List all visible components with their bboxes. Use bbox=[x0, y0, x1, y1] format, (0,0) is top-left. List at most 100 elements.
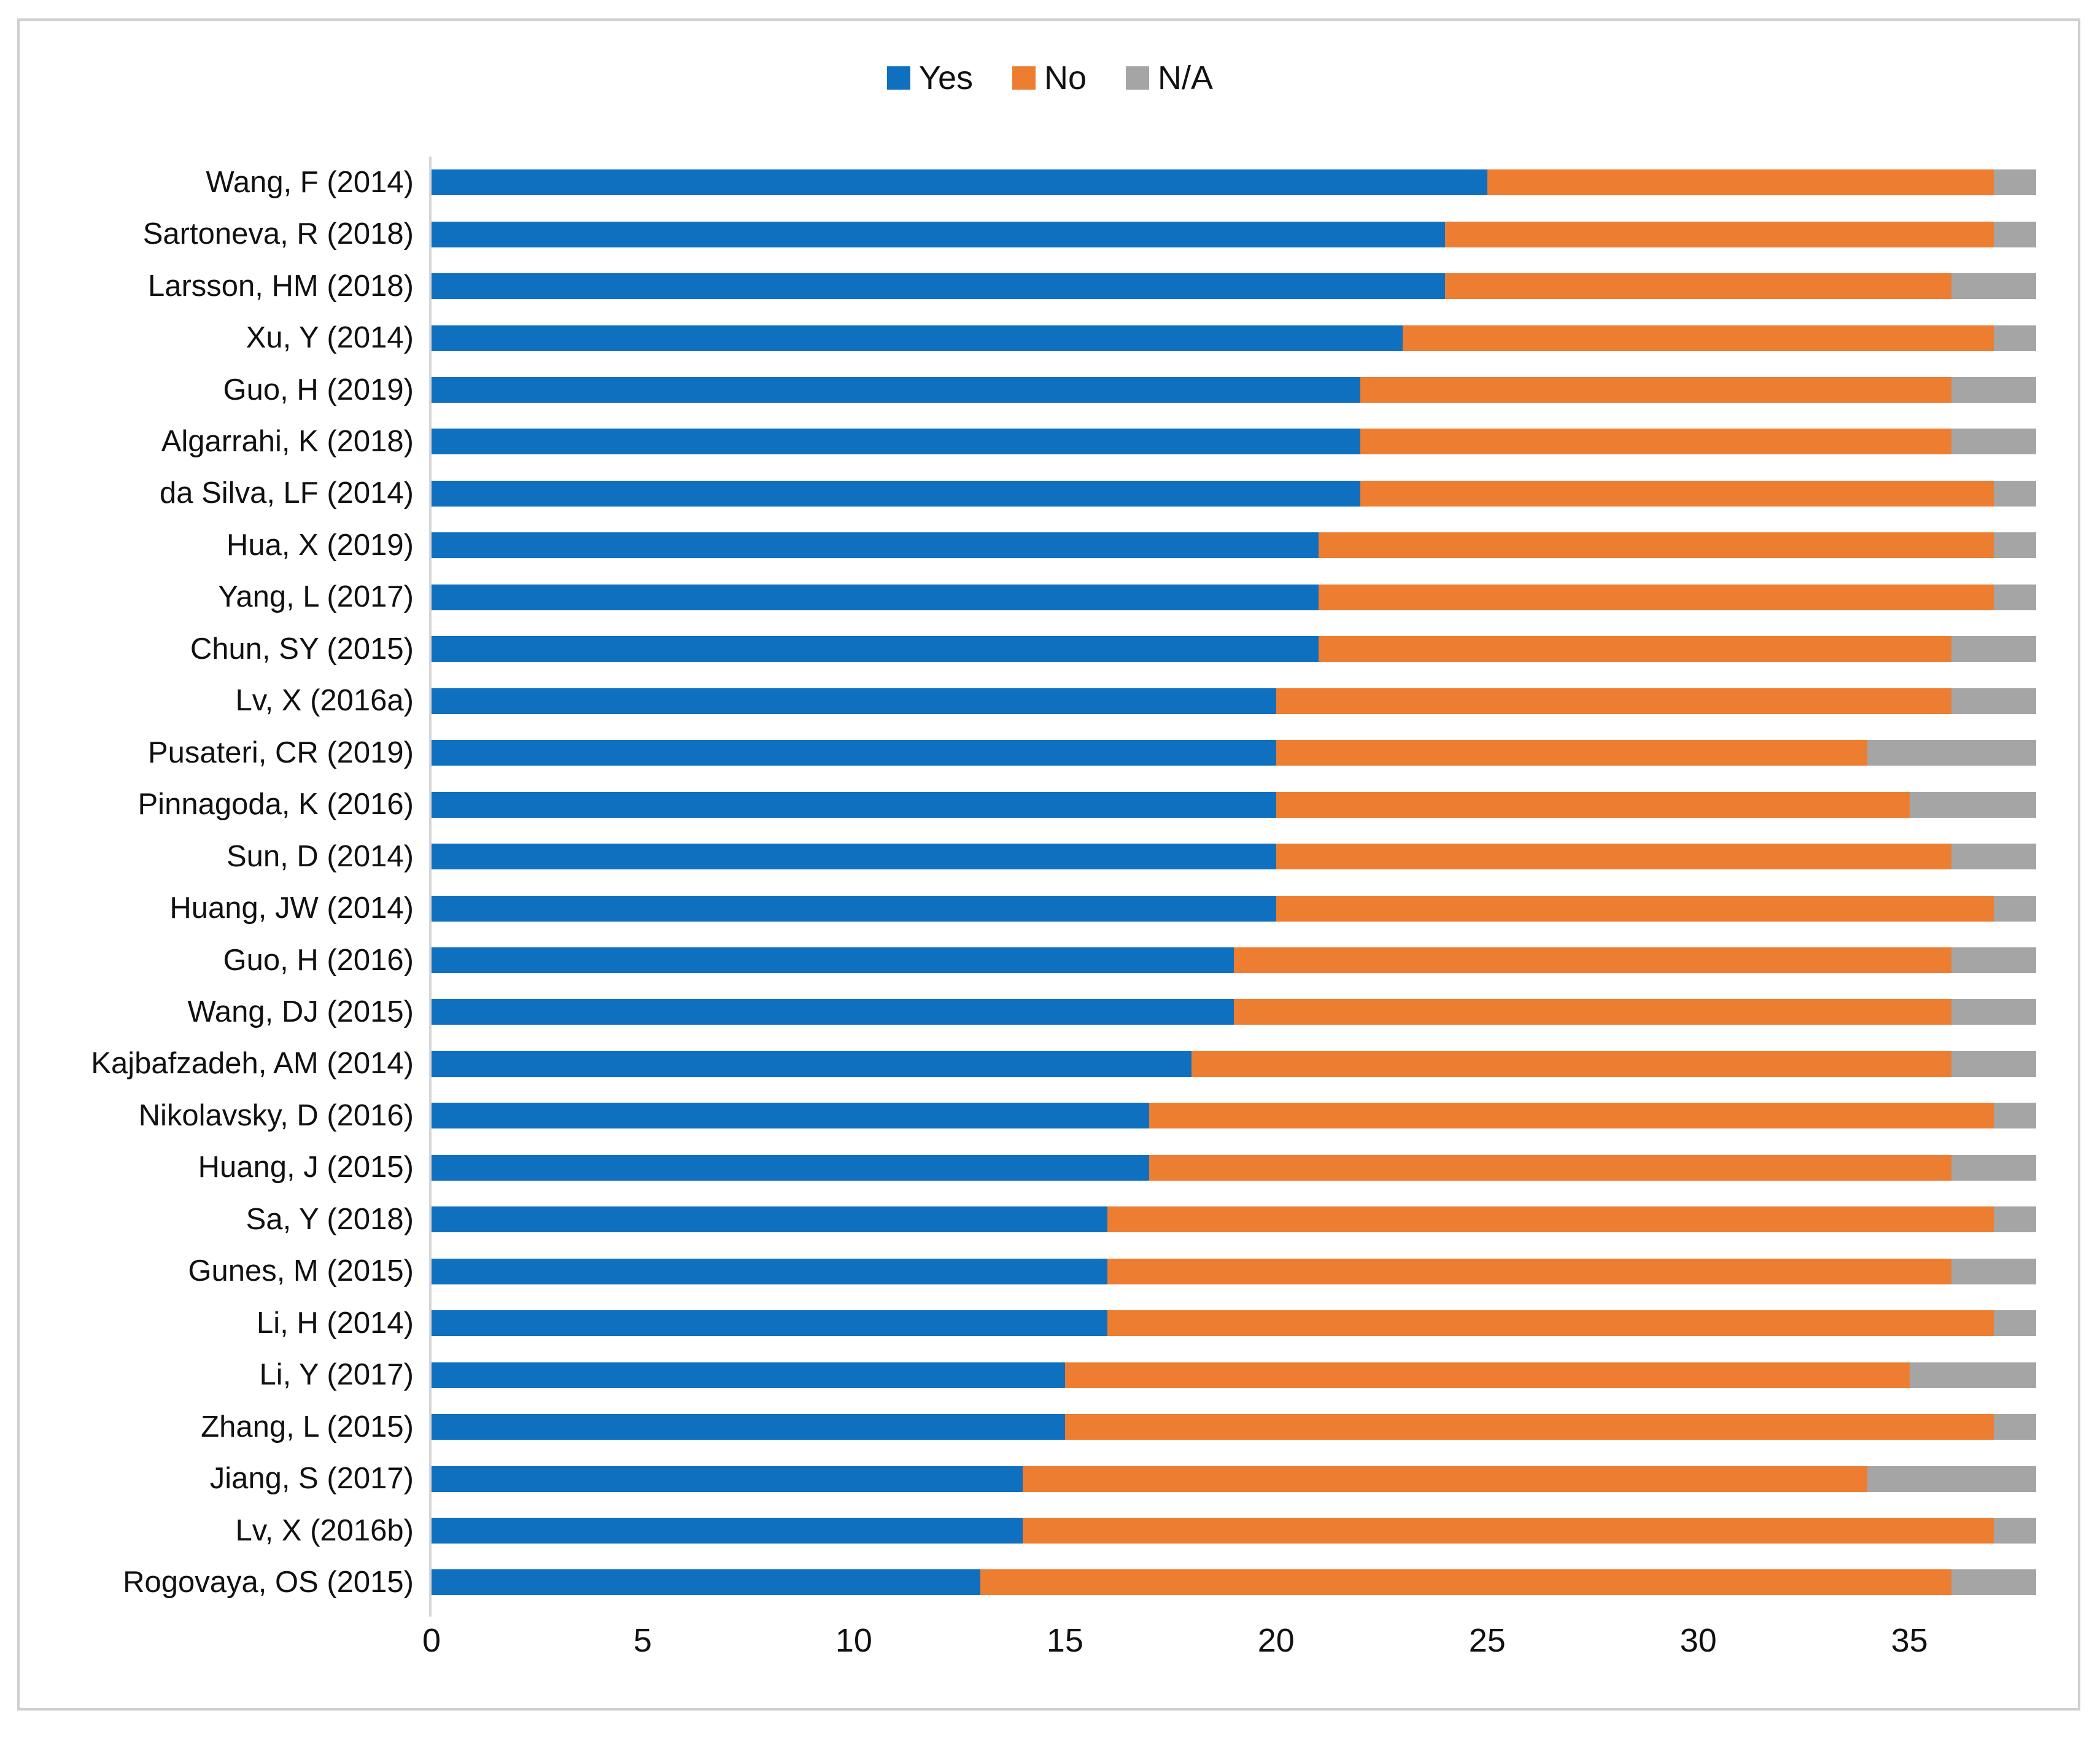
bar-segment-yes bbox=[432, 895, 1276, 922]
bar-segment-yes bbox=[432, 429, 1361, 455]
bar-segment-no bbox=[1276, 740, 1867, 766]
bar-row: Huang, J (2015) bbox=[0, 1142, 2100, 1194]
stacked-bar bbox=[432, 1154, 2036, 1181]
category-label: Rogovaya, OS (2015) bbox=[123, 1565, 414, 1599]
stacked-bar bbox=[432, 895, 2036, 922]
bar-row: Wang, F (2014) bbox=[0, 157, 2100, 208]
bar-row: Hua, X (2019) bbox=[0, 519, 2100, 571]
bar-segment-no bbox=[1023, 1466, 1867, 1492]
stacked-bar bbox=[432, 584, 2036, 610]
bar-row: Yang, L (2017) bbox=[0, 572, 2100, 623]
bar-segment-no bbox=[1276, 844, 1952, 870]
stacked-bar bbox=[432, 221, 2036, 247]
bar-segment-no bbox=[1107, 1258, 1952, 1284]
bar-segment-no bbox=[1360, 429, 1952, 455]
category-label: Pusateri, CR (2019) bbox=[147, 736, 414, 769]
category-label: Wang, DJ (2015) bbox=[187, 995, 414, 1028]
x-axis-tick-label: 10 bbox=[835, 1622, 872, 1659]
stacked-bar bbox=[432, 636, 2036, 662]
legend-item-no: No bbox=[1012, 61, 1087, 95]
category-label: Li, Y (2017) bbox=[259, 1358, 414, 1392]
stacked-bar bbox=[432, 1414, 2036, 1440]
bar-segment-na bbox=[1994, 532, 2036, 559]
category-label: Gunes, M (2015) bbox=[188, 1254, 414, 1288]
stacked-bar bbox=[432, 325, 2036, 351]
category-label: Li, H (2014) bbox=[256, 1306, 414, 1340]
category-label: Zhang, L (2015) bbox=[201, 1410, 414, 1443]
bar-segment-no bbox=[1318, 584, 1994, 610]
category-label: Huang, J (2015) bbox=[198, 1151, 414, 1184]
bar-row: Jiang, S (2017) bbox=[0, 1453, 2100, 1504]
category-label: Hua, X (2019) bbox=[226, 528, 414, 562]
bar-segment-na bbox=[1951, 999, 2036, 1025]
bar-segment-no bbox=[1191, 1051, 1952, 1077]
bar-row: Xu, Y (2014) bbox=[0, 312, 2100, 363]
bar-segment-na bbox=[1951, 1154, 2036, 1181]
category-label: Lv, X (2016b) bbox=[235, 1513, 414, 1547]
category-axis-line bbox=[429, 157, 432, 1617]
stacked-bar bbox=[432, 377, 2036, 403]
bar-segment-no bbox=[1234, 947, 1952, 974]
x-axis-tick-label: 5 bbox=[633, 1622, 652, 1659]
bar-row: Rogovaya, OS (2015) bbox=[0, 1556, 2100, 1608]
category-label: Lv, X (2016a) bbox=[235, 684, 414, 718]
bar-segment-na bbox=[1951, 273, 2036, 300]
bar-segment-yes bbox=[432, 947, 1234, 974]
category-label: Jiang, S (2017) bbox=[209, 1462, 414, 1496]
stacked-bar bbox=[432, 1362, 2036, 1388]
bar-segment-no bbox=[1276, 895, 1994, 922]
bar-segment-no bbox=[1318, 636, 1952, 662]
bar-segment-no bbox=[1403, 325, 1994, 351]
bar-row: Algarrahi, K (2018) bbox=[0, 416, 2100, 467]
bar-segment-na bbox=[1909, 1362, 2036, 1388]
no-color-swatch-icon bbox=[1012, 66, 1036, 90]
stacked-bar bbox=[432, 999, 2036, 1025]
bar-row: Li, H (2014) bbox=[0, 1297, 2100, 1349]
bar-segment-yes bbox=[432, 1466, 1023, 1492]
bar-segment-yes bbox=[432, 1414, 1065, 1440]
stacked-bar bbox=[432, 947, 2036, 974]
bar-segment-yes bbox=[432, 844, 1276, 870]
bar-segment-no bbox=[1064, 1362, 1910, 1388]
bar-segment-no bbox=[1064, 1414, 1994, 1440]
bar-segment-no bbox=[1107, 1310, 1994, 1337]
plot-area: Wang, F (2014) Sartoneva, R (2018) Larsson… bbox=[0, 157, 2100, 1617]
category-label: Algarrahi, K (2018) bbox=[161, 424, 414, 458]
stacked-bar bbox=[432, 1310, 2036, 1337]
bar-segment-yes bbox=[432, 1051, 1192, 1077]
category-label: Yang, L (2017) bbox=[218, 580, 414, 614]
legend-label-yes: Yes bbox=[918, 60, 974, 96]
bar-segment-no bbox=[1107, 1206, 1994, 1233]
stacked-bar bbox=[432, 688, 2036, 714]
bar-segment-yes bbox=[432, 740, 1276, 766]
bar-row: Pusateri, CR (2019) bbox=[0, 727, 2100, 779]
stacked-bar bbox=[432, 1258, 2036, 1284]
bar-row: Guo, H (2016) bbox=[0, 934, 2100, 986]
x-axis-tick-label: 20 bbox=[1257, 1622, 1295, 1659]
bar-segment-na bbox=[1909, 791, 2036, 818]
legend-item-na: N/A bbox=[1126, 61, 1213, 95]
category-label: Wang, F (2014) bbox=[206, 165, 414, 199]
category-label: Huang, JW (2014) bbox=[169, 891, 414, 925]
x-axis-tick-label: 0 bbox=[422, 1622, 441, 1659]
bar-segment-no bbox=[1149, 1154, 1952, 1181]
stacked-bar bbox=[432, 480, 2036, 507]
bar-segment-yes bbox=[432, 1258, 1107, 1284]
category-label: Nikolavsky, D (2016) bbox=[138, 1098, 414, 1132]
bar-segment-na bbox=[1994, 169, 2036, 196]
legend-label-no: No bbox=[1044, 60, 1087, 96]
bar-row: Kajbafzadeh, AM (2014) bbox=[0, 1038, 2100, 1090]
stacked-bar bbox=[432, 1466, 2036, 1492]
bar-segment-yes bbox=[432, 636, 1319, 662]
category-label: Larsson, HM (2018) bbox=[147, 269, 414, 303]
stacked-bar bbox=[432, 273, 2036, 300]
bar-row: Huang, JW (2014) bbox=[0, 882, 2100, 934]
stacked-bar bbox=[432, 1051, 2036, 1077]
bar-row: Li, Y (2017) bbox=[0, 1349, 2100, 1400]
stacked-bar bbox=[432, 844, 2036, 870]
x-axis-tick-label: 30 bbox=[1680, 1622, 1717, 1659]
bar-segment-na bbox=[1951, 688, 2036, 714]
bar-segment-no bbox=[1149, 1103, 1994, 1129]
category-label: Kajbafzadeh, AM (2014) bbox=[91, 1047, 414, 1081]
bar-row: Wang, DJ (2015) bbox=[0, 986, 2100, 1038]
